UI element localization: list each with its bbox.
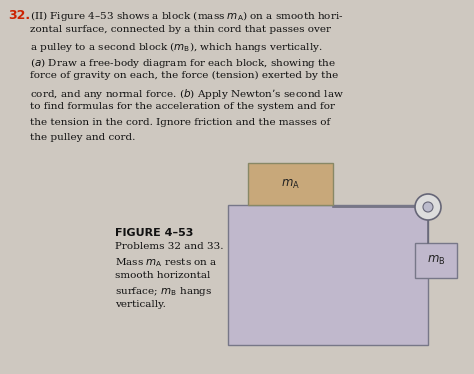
Bar: [228, 205, 428, 345]
Circle shape: [423, 202, 433, 212]
Bar: [248, 163, 333, 205]
Text: vertically.: vertically.: [115, 300, 166, 309]
Text: cord, and any normal force. ($b$) Apply Newton’s second law: cord, and any normal force. ($b$) Apply …: [30, 86, 344, 101]
Text: Problems 32 and 33.: Problems 32 and 33.: [115, 242, 224, 251]
Bar: [415, 243, 457, 278]
Text: zontal surface, connected by a thin cord that passes over: zontal surface, connected by a thin cord…: [30, 25, 331, 34]
Text: a pulley to a second block ($m_\mathrm{B}$), which hangs vertically.: a pulley to a second block ($m_\mathrm{B…: [30, 40, 322, 54]
Text: Mass $m_\mathrm{A}$ rests on a: Mass $m_\mathrm{A}$ rests on a: [115, 257, 218, 269]
Text: to find formulas for the acceleration of the system and for: to find formulas for the acceleration of…: [30, 102, 335, 111]
Text: $m_\mathrm{A}$: $m_\mathrm{A}$: [281, 177, 300, 190]
Text: smooth horizontal: smooth horizontal: [115, 271, 210, 280]
Text: the pulley and cord.: the pulley and cord.: [30, 133, 136, 142]
Text: force of gravity on each, the force (tension) exerted by the: force of gravity on each, the force (ten…: [30, 71, 338, 80]
Text: the tension in the cord. Ignore friction and the masses of: the tension in the cord. Ignore friction…: [30, 117, 330, 126]
Text: ($a$) Draw a free-body diagram for each block, showing the: ($a$) Draw a free-body diagram for each …: [30, 55, 336, 70]
Text: 32.: 32.: [8, 9, 30, 22]
Circle shape: [415, 194, 441, 220]
Text: surface; $m_\mathrm{B}$ hangs: surface; $m_\mathrm{B}$ hangs: [115, 285, 212, 298]
Text: FIGURE 4–53: FIGURE 4–53: [115, 228, 193, 238]
Text: (II) Figure 4–53 shows a block (mass $m_\mathrm{A}$) on a smooth hori-: (II) Figure 4–53 shows a block (mass $m_…: [30, 9, 344, 23]
Text: $m_\mathrm{B}$: $m_\mathrm{B}$: [427, 254, 445, 267]
